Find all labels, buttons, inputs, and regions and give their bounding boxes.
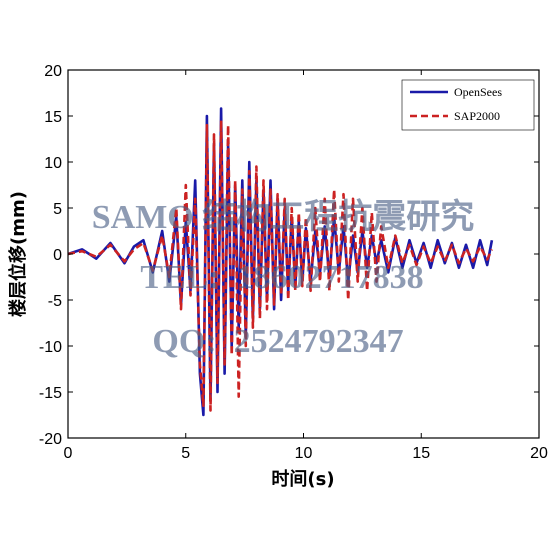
ticks-layer: 0 5 10 15 20 20 15 10 5 0 -5 -10 -15 -20: [39, 63, 548, 462]
y-tick-label: -5: [48, 293, 62, 310]
x-tick-label: 20: [530, 445, 548, 462]
legend-box: [401, 79, 535, 131]
watermark-line-1: SAMO 结构工程抗震研究: [92, 197, 475, 236]
y-tick-label: -15: [39, 385, 62, 402]
y-tick-label: -10: [39, 339, 62, 356]
y-tick-label: 10: [44, 155, 62, 172]
x-tick-label: 5: [181, 445, 190, 462]
y-tick-label: 5: [53, 201, 62, 218]
watermark-line-2: TEL: 18602717838: [140, 259, 423, 296]
x-axis-label: 时间(s): [271, 469, 334, 490]
legend-label-opensees: OpenSees: [454, 85, 502, 99]
x-tick-label: 10: [295, 445, 313, 462]
series-layer: [67, 107, 494, 417]
watermark-line-3: QQ: 2524792347: [152, 323, 403, 360]
legend: OpenSees SAP2000: [401, 79, 535, 131]
y-tick-label: -20: [39, 431, 62, 448]
watermark: SAMO 结构工程抗震研究 TEL: 18602717838 QQ: 25247…: [92, 197, 475, 360]
legend-label-sap2000: SAP2000: [454, 109, 500, 123]
x-tick-label: 0: [64, 445, 73, 462]
y-tick-label: 15: [44, 109, 62, 126]
x-tick-label: 15: [412, 445, 430, 462]
y-axis-label: 楼层位移(mm): [7, 191, 29, 317]
y-tick-label: 20: [44, 63, 62, 80]
y-tick-label: 0: [53, 247, 62, 264]
series-line-sap2000: [67, 119, 494, 412]
